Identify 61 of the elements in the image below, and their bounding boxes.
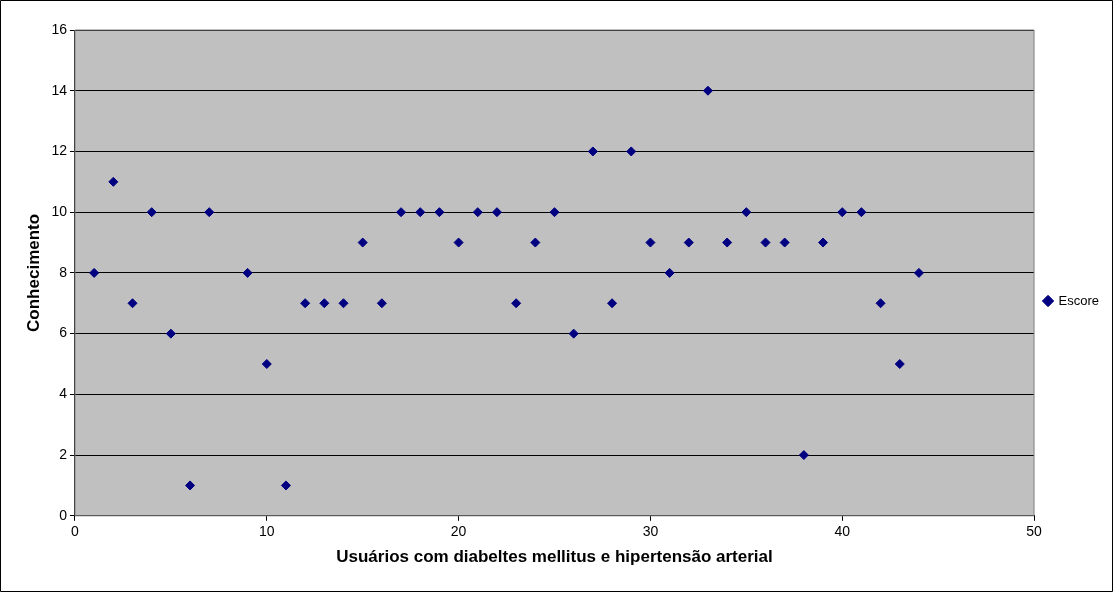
point: [856, 207, 867, 218]
x-tick-label: 30: [642, 523, 659, 540]
point: [396, 207, 407, 218]
point: [913, 267, 924, 278]
legend-label: Escore: [1058, 292, 1100, 308]
point: [319, 298, 330, 309]
point: [415, 207, 426, 218]
point: [530, 237, 541, 248]
point: [108, 176, 119, 187]
point: [127, 298, 138, 309]
y-tick-label: 16: [51, 20, 68, 37]
y-tick-label: 14: [51, 81, 68, 98]
y-tick-label: 8: [59, 263, 68, 280]
point: [818, 237, 829, 248]
y-tick-label: 0: [59, 506, 68, 523]
point: [568, 328, 579, 339]
point: [280, 480, 291, 491]
point: [165, 328, 176, 339]
point: [837, 207, 848, 218]
point: [89, 267, 100, 278]
y-axis-title: Conhecimento: [23, 213, 43, 332]
point: [587, 146, 598, 157]
point: [338, 298, 349, 309]
point: [760, 237, 771, 248]
point: [798, 450, 809, 461]
x-axis-title: Usuários com diabeltes mellitus e hipertensão arterial: [336, 547, 773, 567]
point: [357, 237, 368, 248]
x-tick-label: 40: [834, 523, 851, 540]
point: [664, 267, 675, 278]
point: [894, 358, 905, 369]
point: [491, 207, 502, 218]
point: [185, 480, 196, 491]
point: [204, 207, 215, 218]
y-tick-label: 2: [59, 445, 68, 462]
point: [300, 298, 311, 309]
point: [434, 207, 445, 218]
point: [549, 207, 560, 218]
point: [722, 237, 733, 248]
point: [472, 207, 483, 218]
point: [875, 298, 886, 309]
x-tick-label: 10: [259, 523, 275, 540]
point: [453, 237, 464, 248]
point: [645, 237, 656, 248]
y-tick-label: 10: [51, 203, 68, 220]
point: [242, 267, 253, 278]
y-tick-label: 6: [59, 324, 68, 341]
point: [683, 237, 694, 248]
point: [702, 85, 713, 96]
point: [376, 298, 387, 309]
x-tick-label: 20: [450, 523, 467, 540]
point: [261, 358, 272, 369]
point: [146, 207, 157, 218]
y-tick-label: 4: [59, 385, 68, 402]
x-tick-label: 0: [71, 523, 80, 540]
x-tick-label: 50: [1026, 523, 1043, 540]
y-tick-label: 12: [51, 142, 68, 159]
point: [779, 237, 790, 248]
point: [741, 207, 752, 218]
point: [626, 146, 637, 157]
point: [607, 298, 618, 309]
point: [511, 298, 522, 309]
